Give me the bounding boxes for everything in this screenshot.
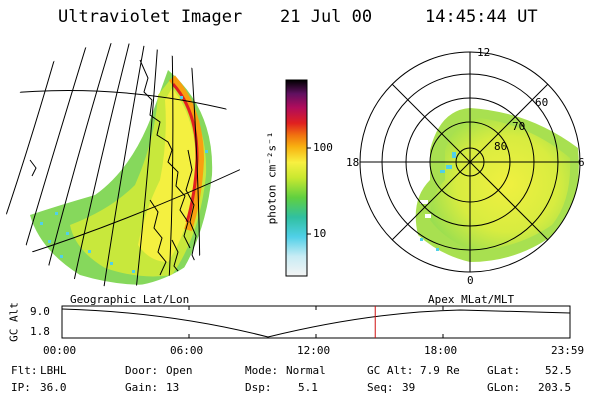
dsp-label: Dsp: — [245, 381, 272, 394]
time-tick-1200: 12:00 — [297, 344, 331, 357]
filter-value: LBHL — [40, 364, 67, 377]
geo-coastline — [29, 59, 199, 277]
ip-value: 36.0 — [40, 381, 67, 394]
colorbar-label-100: 100 — [313, 141, 333, 154]
glon-value: 203.5 — [538, 381, 572, 394]
gcalt-value: 7.9 Re — [420, 364, 460, 377]
gcalt-label: GC Alt: — [367, 364, 414, 377]
mode-value: Normal — [286, 364, 326, 377]
mlt-label-12: 12 — [477, 46, 491, 59]
aurora-arc-orange — [168, 75, 205, 232]
colorbar-label-10: 10 — [313, 227, 327, 240]
seq-label: Seq: — [367, 381, 394, 394]
instrument-title: Ultraviolet Imager — [58, 7, 243, 27]
ip-label: IP: — [11, 381, 31, 394]
header-time: 14:45:44 UT — [425, 7, 538, 27]
aurora-speckles — [40, 96, 208, 273]
glat-label: GLat: — [487, 364, 521, 377]
altitude-axis-label: GC Alt — [7, 302, 21, 342]
dsp-value: 5.1 — [298, 381, 318, 394]
polar-image — [415, 108, 579, 262]
geographic-image — [0, 43, 240, 287]
glat-value: 52.5 — [545, 364, 572, 377]
mlat-label-70: 70 — [512, 120, 526, 133]
gain-label: Gain: — [125, 381, 159, 394]
glon-label: GLon: — [487, 381, 521, 394]
altitude-ytick-top: 9.0 — [30, 305, 50, 318]
gain-value: 13 — [166, 381, 180, 394]
seq-value: 39 — [402, 381, 416, 394]
door-label: Door: — [125, 364, 159, 377]
altitude-trace — [61, 308, 571, 338]
altitude-time-ticks — [188, 306, 444, 338]
apex-caption: Apex MLat/MLT — [428, 293, 515, 306]
filter-label: Flt: — [11, 364, 38, 377]
mlat-label-80: 80 — [494, 140, 508, 153]
door-value: Open — [166, 364, 193, 377]
time-tick-0600: 06:00 — [170, 344, 204, 357]
mlt-label-6: 6 — [578, 156, 585, 169]
mlt-label-0: 0 — [467, 274, 474, 287]
time-tick-0000: 00:00 — [43, 344, 77, 357]
time-tick-1800: 18:00 — [424, 344, 458, 357]
aurora-inner — [138, 88, 197, 262]
polar-grid — [359, 51, 581, 273]
geographic-caption: Geographic Lat/Lon — [70, 293, 190, 306]
mlt-label-18: 18 — [346, 156, 360, 169]
polar-gaps — [420, 200, 431, 218]
header-date: 21 Jul 00 — [280, 7, 373, 27]
mode-label: Mode: — [245, 364, 279, 377]
polar-aurora-inner — [430, 118, 571, 250]
mlat-label-60: 60 — [535, 96, 549, 109]
altitude-panel — [61, 305, 571, 339]
polar-speckles — [420, 152, 456, 251]
altitude-ytick-bottom: 1.8 — [30, 325, 50, 338]
time-tick-2359: 23:59 — [551, 344, 585, 357]
colorbar — [285, 79, 308, 277]
colorbar-unit-label: photon cm⁻²s⁻¹ — [265, 131, 279, 225]
